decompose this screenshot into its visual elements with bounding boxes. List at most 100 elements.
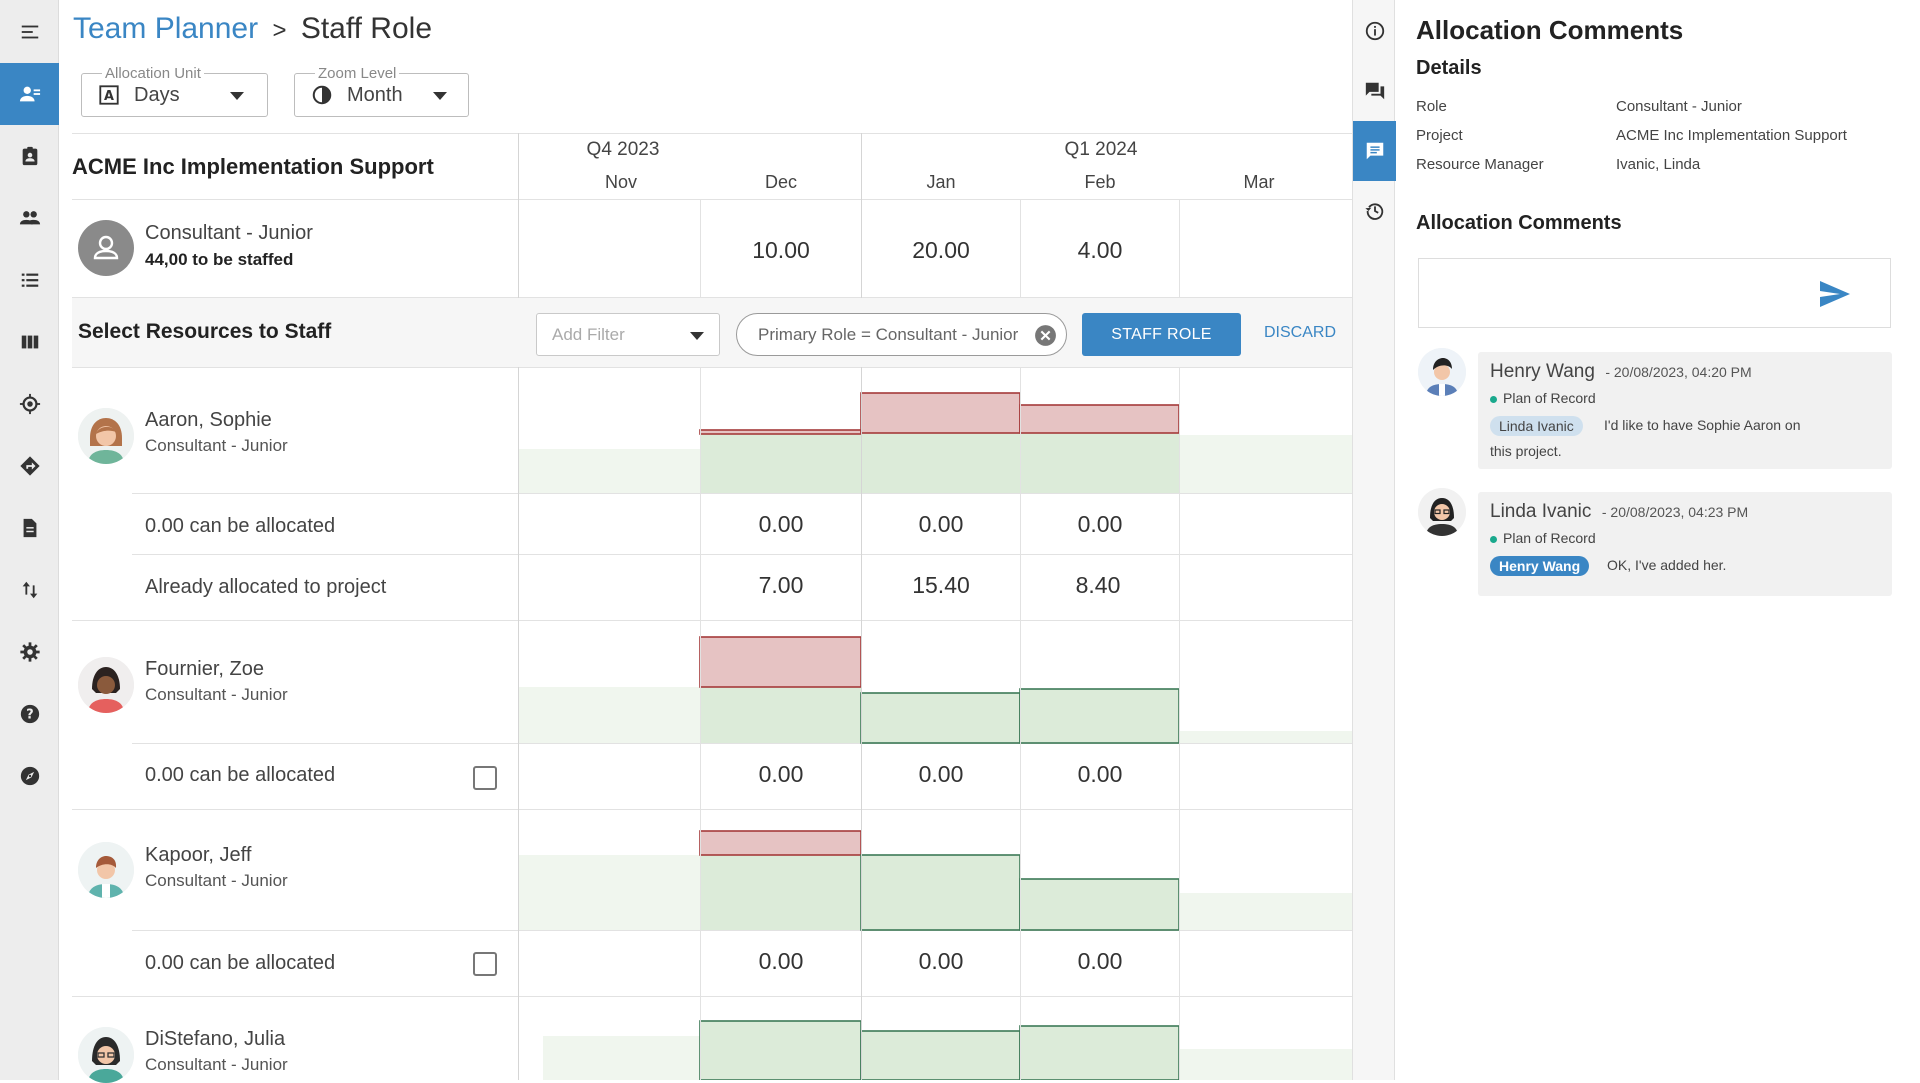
select-kapoor-checkbox[interactable] xyxy=(473,952,497,976)
capacity-bar xyxy=(1019,688,1180,744)
nav-people[interactable] xyxy=(0,187,59,249)
can-allocate-label: 0.00 can be allocated xyxy=(145,515,336,537)
month-nov: Nov xyxy=(604,172,637,192)
comment-input[interactable] xyxy=(1418,258,1891,328)
avatar-fournier-zoe xyxy=(78,657,134,713)
nav-documents[interactable] xyxy=(0,497,59,559)
list-icon xyxy=(21,273,38,287)
nav-explore[interactable] xyxy=(0,745,59,807)
rail-history[interactable] xyxy=(1353,181,1396,241)
people-icon xyxy=(19,211,40,225)
allocation-unit-label: Allocation Unit xyxy=(102,65,204,82)
can-allocate-dec: 0.00 xyxy=(758,761,804,787)
active-filter-chip[interactable]: Primary Role = Consultant - Junior xyxy=(736,313,1067,356)
nav-sort[interactable] xyxy=(0,559,59,621)
rail-forum[interactable] xyxy=(1353,61,1396,121)
can-allocate-jan: 0.00 xyxy=(918,761,964,787)
detail-label: Project xyxy=(1416,127,1463,144)
menu-button[interactable] xyxy=(0,1,59,63)
already-jan: 15.40 xyxy=(912,572,970,598)
send-icon[interactable] xyxy=(1819,280,1851,308)
text-unit-icon: A xyxy=(99,85,119,105)
project-name: ACME Inc Implementation Support xyxy=(72,154,434,179)
info-icon xyxy=(1365,21,1384,41)
allocation-unit-value: Days xyxy=(134,84,180,106)
comment-text: this project. xyxy=(1490,443,1562,459)
select-fournier-checkbox[interactable] xyxy=(473,766,497,790)
directions-icon xyxy=(19,456,40,476)
capacity-bar xyxy=(700,687,861,743)
resource-name: Kapoor, Jeff xyxy=(145,844,252,866)
zoom-level-select[interactable]: Zoom Level Month xyxy=(294,65,469,117)
overallocation-bar xyxy=(699,830,862,856)
resource-name: Aaron, Sophie xyxy=(145,409,272,431)
nav-assignments[interactable] xyxy=(0,125,59,187)
comment-status: Plan of Record xyxy=(1490,530,1596,546)
role-avatar xyxy=(78,220,134,276)
role-name: Consultant - Junior xyxy=(145,222,313,244)
comment-author: Henry Wang xyxy=(1490,361,1595,382)
mention-chip[interactable]: Linda Ivanic xyxy=(1490,416,1583,436)
capacity-bar xyxy=(1179,731,1352,743)
nav-list[interactable] xyxy=(0,249,59,311)
can-allocate-dec: 0.00 xyxy=(758,511,804,537)
panel-title: Allocation Comments xyxy=(1416,15,1684,45)
can-allocate-jan: 0.00 xyxy=(918,948,964,974)
add-filter-select[interactable]: Add Filter xyxy=(536,313,720,356)
nav-columns[interactable] xyxy=(0,311,59,373)
comment-card: Linda Ivanic - 20/08/2023, 04:23 PM Plan… xyxy=(1478,492,1892,596)
comment-timestamp: - 20/08/2023, 04:20 PM xyxy=(1605,364,1752,380)
nav-settings[interactable] xyxy=(0,621,59,683)
mention-chip[interactable]: Henry Wang xyxy=(1490,556,1590,576)
comment-status: Plan of Record xyxy=(1490,390,1596,406)
to-be-staffed: 44,00 to be staffed xyxy=(145,250,294,269)
staff-role-button[interactable]: STAFF ROLE xyxy=(1082,313,1241,356)
can-allocate-dec: 0.00 xyxy=(758,948,804,974)
person-icon xyxy=(93,235,119,260)
allocation-unit-select[interactable]: Allocation Unit A Days xyxy=(81,65,268,117)
breadcrumb-separator: > xyxy=(272,17,287,44)
team-planner-icon xyxy=(19,86,40,102)
capacity-bar xyxy=(860,692,1021,744)
page-title: Staff Role xyxy=(300,12,433,45)
demand-feb: 4.00 xyxy=(1077,237,1123,263)
comment-status-text: Plan of Record xyxy=(1503,390,1596,406)
capacity-bar xyxy=(1019,878,1180,931)
can-allocate-feb: 0.00 xyxy=(1077,511,1123,537)
staffing-grid xyxy=(72,133,1352,1080)
already-dec: 7.00 xyxy=(758,572,804,598)
rail-comments[interactable] xyxy=(1353,121,1396,181)
resource-name: DiStefano, Julia xyxy=(145,1028,286,1050)
breadcrumb-parent[interactable]: Team Planner xyxy=(73,12,259,45)
chevron-down-icon xyxy=(690,332,704,340)
nav-target[interactable] xyxy=(0,373,59,435)
rail-info[interactable] xyxy=(1353,1,1396,61)
demand-jan: 20.00 xyxy=(912,237,970,263)
resource-role: Consultant - Junior xyxy=(145,1055,288,1074)
columns-icon xyxy=(21,335,38,349)
side-rail xyxy=(1352,0,1396,1080)
resource-role: Consultant - Junior xyxy=(145,685,288,704)
can-allocate-jan: 0.00 xyxy=(918,511,964,537)
comment-header: Henry Wang - 20/08/2023, 04:20 PM xyxy=(1490,361,1752,383)
quarter-q4-2023: Q4 2023 xyxy=(586,139,660,160)
select-resources-title: Select Resources to Staff xyxy=(78,320,332,343)
month-mar: Mar xyxy=(1243,172,1275,192)
nav-team-planner[interactable] xyxy=(0,63,59,125)
capacity-bar xyxy=(860,854,1021,931)
month-dec: Dec xyxy=(764,172,797,192)
target-icon xyxy=(19,393,40,415)
comment-header: Linda Ivanic - 20/08/2023, 04:23 PM xyxy=(1490,501,1748,523)
capacity-bar xyxy=(700,855,861,930)
comment-status-text: Plan of Record xyxy=(1503,530,1596,546)
already-allocated-label: Already allocated to project xyxy=(145,576,387,598)
nav-directions[interactable] xyxy=(0,435,59,497)
nav-help[interactable]: ? xyxy=(0,683,59,745)
capacity-bar xyxy=(518,855,700,930)
comments-panel: Allocation Comments Details Role Consult… xyxy=(1396,0,1920,1080)
clear-filter-icon[interactable] xyxy=(1033,323,1058,348)
month-feb: Feb xyxy=(1084,172,1116,192)
discard-button[interactable]: DISCARD xyxy=(1264,324,1337,341)
chevron-down-icon xyxy=(230,92,244,100)
capacity-bar xyxy=(1179,893,1352,930)
